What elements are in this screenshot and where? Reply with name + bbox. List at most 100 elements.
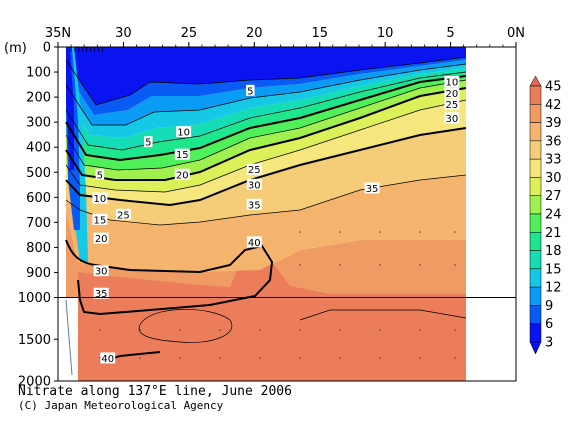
y-tick-label: 1000 [18,291,51,306]
colorbar-swatch [529,158,542,178]
colorbar-label: 36 [545,134,562,149]
contour-label: 5 [97,170,103,181]
colorbar-bottom-arrow [529,341,542,355]
x-tick-label: 25 [181,26,198,41]
station-marker-line [65,299,73,376]
contour-label-box [93,265,109,277]
colorbar-label: 27 [545,189,562,204]
contour-label: 20 [176,170,189,181]
coast-mask-upper [58,47,66,298]
contour-label: 40 [248,238,261,249]
colorbar-swatch [529,195,542,215]
x-axis: 35N 30 25 20 15 10 5 0N [45,26,525,52]
south-mask [466,47,516,381]
y-tick-label: 300 [26,116,51,131]
contour-label-box [176,126,192,138]
colorbar-swatch [529,286,542,306]
contour-labels: 5101520303525510152052530354035102025304… [92,76,460,365]
contour-label-box [246,84,255,96]
colorbar-label: 9 [545,299,553,314]
contour-label-box [144,136,153,148]
contour-label: 10 [177,128,190,139]
colorbar-swatch [529,213,542,233]
contour-label: 25 [446,100,459,111]
x-tick-label: 15 [311,26,328,41]
contour-label-box [246,178,262,190]
colorbar-top-arrow [529,75,542,87]
x-tick-label: 5 [446,26,454,41]
x-tick-label: 0N [507,26,525,41]
band-15-18 [66,68,466,150]
contour-label-box [115,208,131,220]
colorbar-label: 15 [545,262,562,277]
contour-label: 5 [247,86,253,97]
colorbar-label: 6 [545,317,553,332]
band-40-upper [78,246,466,298]
y-axis: 0 100 200 300 400 500 600 700 800 900 1000 1500 2000 [18,41,58,390]
colorbar-swatch [529,323,542,343]
contour-label-box [444,98,460,110]
y-tick-label: 600 [26,191,51,206]
plot-frame [57,46,517,382]
colorbar-swatch [529,305,542,324]
contour-label-box [364,182,380,194]
contour-label: 30 [248,180,261,191]
coast-mask-lower [58,298,78,381]
contour-label-box [93,287,109,299]
contour-label-box [92,213,108,225]
contour-label-box [246,236,262,248]
y-tick-label: 700 [26,216,51,231]
contour-label-box [246,198,262,210]
band-9-12 [66,60,466,125]
x-tick-label: 20 [246,26,263,41]
colorbar-label: 3 [545,336,553,351]
colorbar-swatch [529,104,542,123]
y-tick-label: 900 [26,266,51,281]
x-tick-label: 10 [377,26,394,41]
colorbar-label: 12 [545,281,562,296]
colorbar-swatch [529,250,542,270]
x-tick-label: 30 [115,26,132,41]
colorbar-label: 45 [545,80,562,95]
colorbar-swatch [529,177,542,196]
band-36-39 [66,175,466,272]
band-33-36 [66,128,466,225]
nitrate-field [58,47,516,381]
contour-label-box [92,192,108,204]
contour-label: 20 [95,234,108,245]
contour-label: 5 [145,138,151,149]
contour-label-box [93,232,109,244]
band-24-27 [66,80,466,180]
colorbar-label: 33 [545,153,562,168]
y-tick-label: 0 [43,41,51,56]
colorbar-swatch [529,85,542,105]
band-42-45 [78,298,466,381]
colorbar-label: 18 [545,244,562,259]
contour-label-box [100,352,116,364]
colorbar-swatch [529,232,542,251]
band-6-9 [66,57,466,115]
colorbar: 45 42 39 36 33 30 27 24 21 18 15 12 9 6 3 [529,75,562,355]
band-12-15 [66,64,466,138]
band-21-24 [66,76,466,170]
contour-label-box [174,168,190,180]
contour-label: 20 [446,89,459,100]
y-unit-label: (m) [4,41,27,56]
colorbar-swatch [529,268,542,288]
y-tick-label: 2000 [18,375,51,390]
caption: Nitrate along 137°E line, June 2006 (C) … [18,384,292,413]
colorbar-label: 39 [545,116,562,131]
contour-label: 10 [446,78,459,89]
credit-text: (C) Japan Meteorological Agency [18,399,224,412]
colorbar-swatch [529,140,542,160]
contour-label: 35 [366,184,379,195]
contour-label: 35 [95,289,108,300]
contour-label-box [246,163,262,175]
x-tick-label: 35N [45,26,71,41]
band-27-30 [66,88,466,192]
contour-label-box [174,148,190,160]
contour-label-box [95,168,105,180]
contour-label-box [444,87,460,99]
y-tick-label: 400 [26,141,51,156]
